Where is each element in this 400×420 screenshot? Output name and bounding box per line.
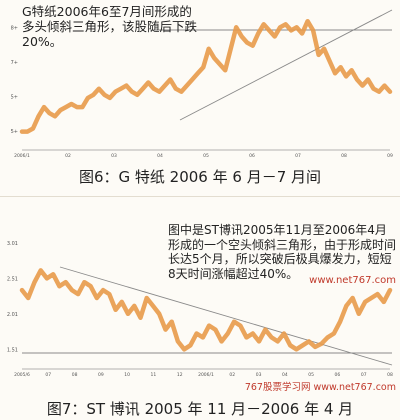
y-tick-label: 7+: [11, 60, 18, 66]
x-tick-label: 2005/6: [14, 372, 30, 378]
y-tick-label: 2.51: [7, 276, 18, 282]
x-tick-label: 09: [387, 153, 393, 159]
x-tick-label: 07: [295, 153, 301, 159]
figure-7: 3.01 2.51 2.01 1.51 2005/6 07 08 09 10 11 12 2006/1…: [0, 196, 400, 420]
x-tick-label: 05: [203, 153, 209, 159]
x-tick-label: 12: [177, 372, 183, 378]
trend-line: [179, 9, 393, 121]
x-tick-label: 05: [308, 372, 314, 378]
x-tick-label: 04: [282, 372, 288, 378]
y-tick-label: 3.01: [7, 241, 18, 247]
x-tick-label: 03: [111, 153, 117, 159]
x-tick-label: 07: [45, 372, 51, 378]
x-tick-label: 09: [98, 372, 104, 378]
x-tick-label: 08: [341, 153, 347, 159]
site-watermark: 767股票学习网 www.net767.com: [244, 382, 396, 393]
price-line: [19, 18, 393, 134]
y-tick-label: 1.51: [7, 347, 18, 353]
x-tick-label: 08: [387, 372, 393, 378]
trend-line: [59, 266, 393, 366]
x-tick-label: 02: [65, 153, 71, 159]
y-tick-label: 8+: [11, 25, 18, 31]
y-tick-label: 2.01: [7, 312, 18, 318]
chart-7: 3.01 2.51 2.01 1.51 2005/6 07 08 09 10 11 12 2006/1…: [7, 241, 393, 378]
chart-6-annotation: G特纸2006年6至7月间形成的多头倾斜三角形，该股随后下跌20%。: [22, 4, 198, 49]
y-tick-label: 5+: [11, 129, 18, 135]
x-tick-label: 02: [229, 372, 235, 378]
x-tick-label: 06: [249, 153, 255, 159]
figure-6: 8+ 7+ 5+ 5+ 2006/1 02 03 04 05 06 07 08 09 G特纸2006年6…: [0, 0, 400, 196]
x-tick-label: 06: [335, 372, 341, 378]
x-tick-label: 03: [256, 372, 262, 378]
x-tick-label: 04: [157, 153, 163, 159]
chart-6: 8+ 7+ 5+ 5+ 2006/1 02 03 04 05 06 07 08 09: [11, 9, 393, 159]
x-tick-label: 07: [361, 372, 367, 378]
x-tick-label: 08: [72, 372, 78, 378]
price-line: [19, 268, 393, 352]
x-tick-label: 11: [151, 372, 157, 378]
corner-watermark: www.net767.com: [309, 275, 396, 286]
chart-6-caption: 图6：G 特纸 2006 年 6 月－7 月间: [78, 168, 322, 186]
chart-7-annotation: 图中是ST博讯2005年11月至2006年4月形成的一个空头倾斜三角形，由于形成…: [168, 223, 397, 281]
x-tick-label: 2006/1: [14, 153, 30, 159]
y-tick-label: 5+: [11, 94, 18, 100]
chart-7-caption: 图7：ST 博讯 2005 年 11 月－2006 年 4 月: [46, 400, 354, 418]
x-tick-label: 2006/1: [198, 372, 214, 378]
x-tick-label: 10: [124, 372, 130, 378]
